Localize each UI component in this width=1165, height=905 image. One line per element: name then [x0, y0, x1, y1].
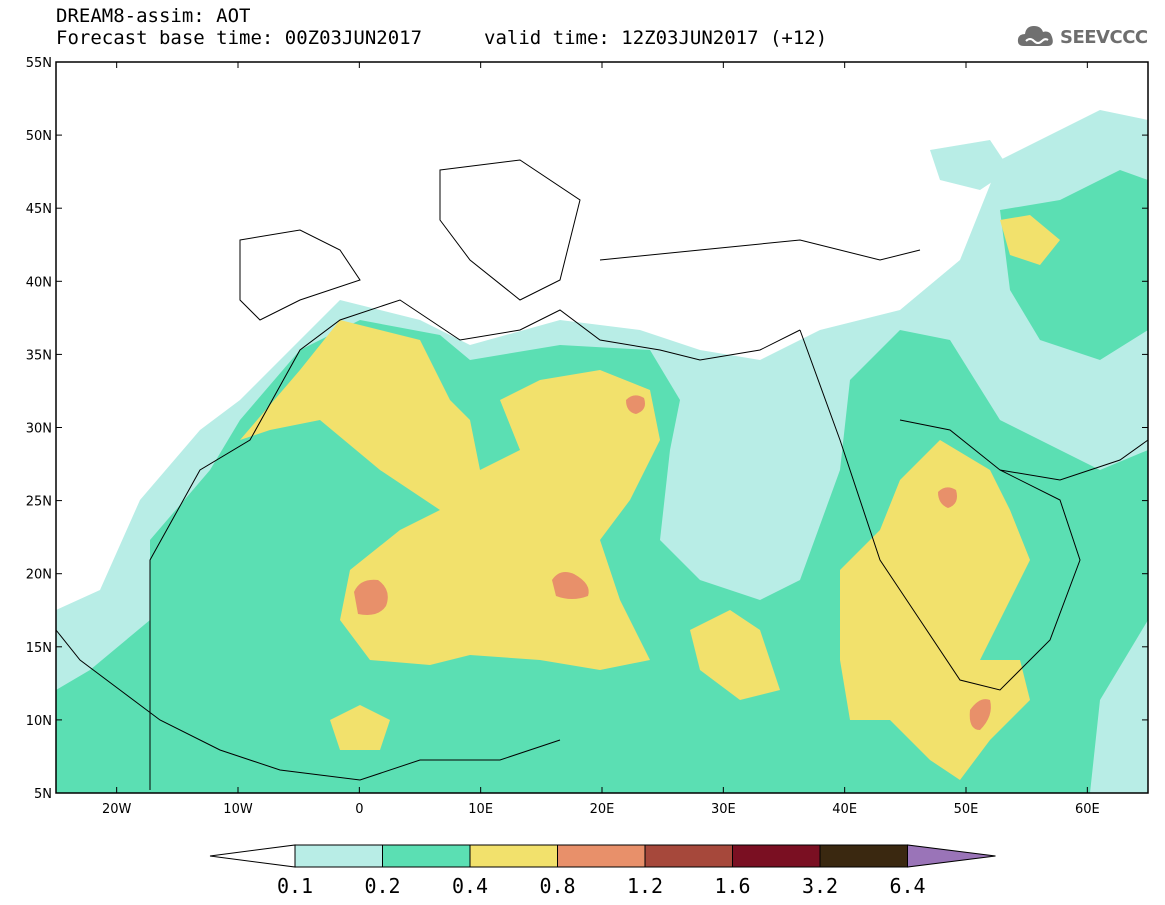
- colorbar-label: 3.2: [802, 874, 838, 898]
- lat-label: 5N: [34, 787, 52, 802]
- aot-band-0.1-caspian: [930, 140, 1010, 190]
- aot-band-0.4-iran: [1000, 215, 1060, 265]
- lat-label: 35N: [26, 348, 52, 363]
- colorbar-label: 6.4: [889, 874, 925, 898]
- aot-band-0.4-arabia: [840, 440, 1030, 780]
- lon-label: 50E: [954, 802, 979, 817]
- lat-label: 20N: [26, 568, 52, 583]
- map-title: DREAM8-assim: AOT: [56, 5, 251, 27]
- aot-band-0.8-libya: [626, 395, 645, 414]
- colorbar-label: 0.8: [539, 874, 575, 898]
- aot-band-0.8-niger: [354, 579, 388, 615]
- colorbar-label: 1.2: [627, 874, 663, 898]
- lat-label: 15N: [26, 641, 52, 656]
- valid-time: valid time: 12Z03JUN2017 (+12): [484, 27, 828, 49]
- aot-band-0.4-gulf: [330, 705, 390, 750]
- colorbar-segment: [469, 844, 558, 868]
- lat-label: 50N: [26, 129, 52, 144]
- colorbar-segment: [819, 844, 908, 868]
- lat-label: 45N: [26, 202, 52, 217]
- aot-band-0.8-arabia: [938, 487, 957, 508]
- lat-label: 10N: [26, 714, 52, 729]
- lon-label: 10W: [223, 802, 253, 817]
- lon-label: 10E: [468, 802, 493, 817]
- lon-label: 20W: [102, 802, 132, 817]
- colorbar-segment: [294, 844, 383, 868]
- lon-label: 40E: [832, 802, 857, 817]
- lon-label: 30E: [711, 802, 736, 817]
- aot-band-0.4-sahel: [690, 610, 780, 700]
- cloud-icon: [1016, 22, 1056, 52]
- lon-label: 20E: [590, 802, 615, 817]
- forecast-base-time: Forecast base time: 00Z03JUN2017: [56, 27, 423, 49]
- lon-label: 0: [355, 802, 363, 817]
- coastlines: [56, 159, 1148, 790]
- colorbar-label: 0.2: [364, 874, 400, 898]
- colorbar-segment: [557, 844, 646, 868]
- colorbar-segment: [644, 844, 733, 868]
- lat-label: 30N: [26, 422, 52, 437]
- map-axis-ticks: 55N 50N 45N 40N 35N 30N 25N 20N 15N 10N 5N 20W 10W 0 1…: [26, 56, 1148, 817]
- lon-label: 60E: [1075, 802, 1100, 817]
- logo-text: SEEVCCC: [1060, 26, 1148, 48]
- aot-band-0.8-somalia: [969, 699, 991, 730]
- colorbar-low-arrow: [209, 844, 296, 868]
- lat-label: 40N: [26, 275, 52, 290]
- colorbar-label: 0.4: [452, 874, 488, 898]
- seevccc-logo: SEEVCCC: [1016, 22, 1148, 52]
- aot-band-0.2-east: [1000, 170, 1148, 360]
- aot-band-0.8-chad: [552, 572, 589, 599]
- colorbar-label: 0.1: [277, 874, 313, 898]
- colorbar-segment: [382, 844, 471, 868]
- colorbar: 0.1 0.2 0.4 0.8 1.2 1.6 3.2 6.4: [209, 844, 996, 898]
- colorbar-label: 1.6: [714, 874, 750, 898]
- lat-label: 55N: [26, 56, 52, 71]
- lat-label: 25N: [26, 495, 52, 510]
- colorbar-segment: [732, 844, 821, 868]
- colorbar-high-arrow: [907, 844, 996, 868]
- aot-field: [56, 110, 1148, 793]
